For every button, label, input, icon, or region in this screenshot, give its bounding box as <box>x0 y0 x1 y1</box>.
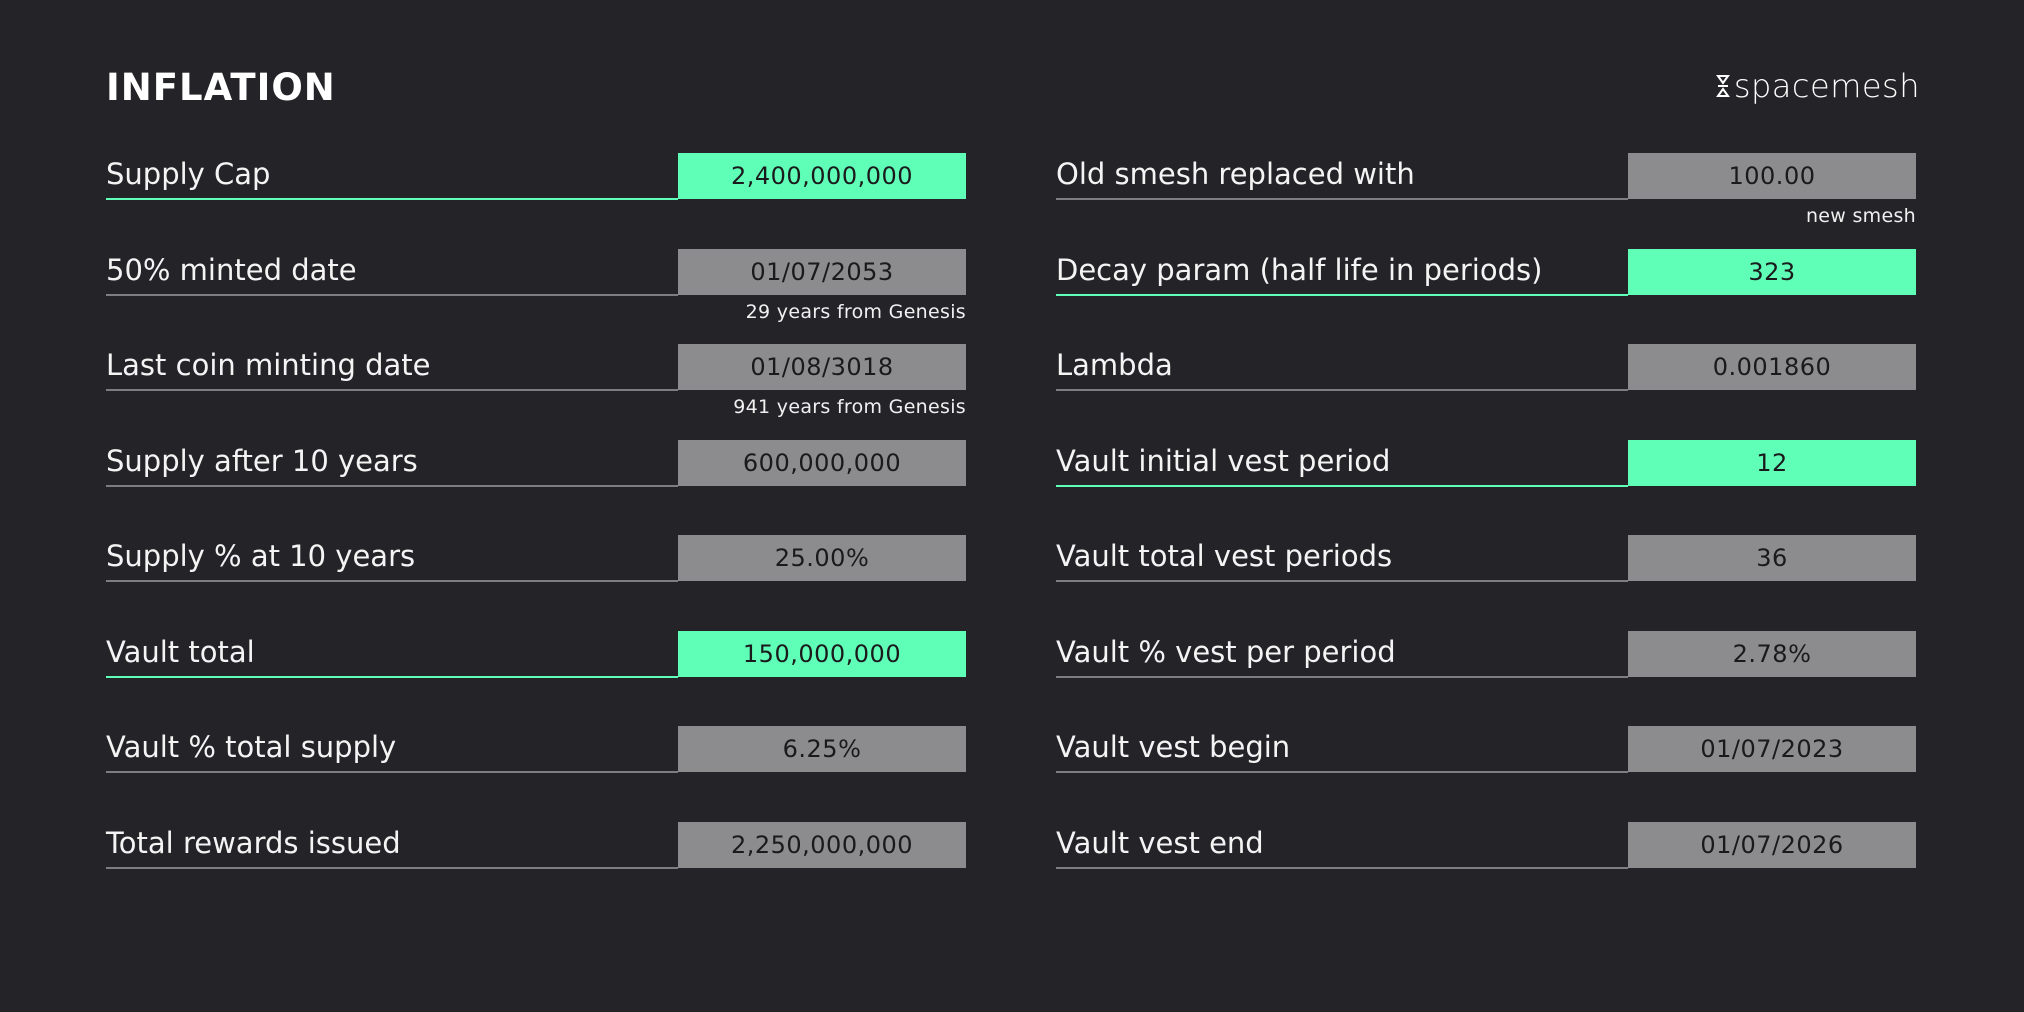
parameter-label: Vault % vest per period <box>1056 634 1396 669</box>
parameter-row: 50% minted date 01/07/2053 29 years from G… <box>106 248 966 345</box>
parameter-value-field[interactable]: 01/07/2053 <box>678 248 966 295</box>
row-divider <box>106 484 678 487</box>
parameter-label: Vault vest end <box>1056 825 1264 860</box>
left-column: Supply Cap 2,400,000,000 50% minted date 01… <box>106 153 966 917</box>
parameter-label: Vault total vest periods <box>1056 539 1393 573</box>
row-divider <box>1056 580 1628 582</box>
parameter-value-field[interactable]: 2,400,000,000 <box>678 153 966 199</box>
parameter-label: Total rewards issued <box>106 825 401 860</box>
parameter-row: Supply Cap 2,400,000,000 <box>106 153 966 249</box>
row-divider <box>1056 771 1628 773</box>
parameter-label: Supply % at 10 years <box>106 539 416 573</box>
parameter-label: Vault vest begin <box>1056 730 1291 764</box>
parameter-note: 29 years from Genesis <box>745 300 966 323</box>
parameter-row: Supply after 10 years 600,000,000 <box>106 439 966 536</box>
parameter-label: Last coin minting date <box>106 348 431 382</box>
parameter-row: Vault total 150,000,000 <box>106 630 966 727</box>
row-divider <box>106 580 678 582</box>
logo-wordmark: spacemesh <box>1733 67 1920 105</box>
parameter-note: new smesh <box>1805 205 1916 227</box>
spacemesh-logo: spacemesh <box>1715 67 1920 105</box>
parameter-value-field[interactable]: 2.78% <box>1628 630 1916 677</box>
row-divider <box>106 675 678 678</box>
parameter-row: Total rewards issued 2,250,000,000 <box>106 821 966 918</box>
parameter-row: Vault vest begin 01/07/2023 <box>1056 726 1916 822</box>
row-divider <box>106 293 678 296</box>
parameter-value-field[interactable]: 2,250,000,000 <box>678 821 966 868</box>
row-divider <box>106 389 678 391</box>
parameter-label: Supply Cap <box>106 157 271 191</box>
parameter-label: Lambda <box>1056 348 1173 382</box>
parameter-row: Vault total vest periods 36 <box>1056 535 1916 631</box>
parameter-value-field[interactable]: 01/07/2023 <box>1628 726 1916 772</box>
parameter-value-field[interactable]: 150,000,000 <box>678 630 966 677</box>
parameter-value-field[interactable]: 6.25% <box>678 726 966 772</box>
parameter-value-field[interactable]: 25.00% <box>678 535 966 581</box>
parameter-row: Vault vest end 01/07/2026 <box>1056 821 1916 918</box>
parameter-value-field[interactable]: 01/07/2026 <box>1628 821 1916 868</box>
row-divider <box>106 198 678 200</box>
parameter-label: Vault initial vest period <box>1056 443 1391 478</box>
parameter-value-field[interactable]: 323 <box>1628 248 1916 295</box>
row-divider <box>1056 675 1628 678</box>
row-divider <box>1056 484 1628 487</box>
parameter-value-field[interactable]: 01/08/3018 <box>678 344 966 390</box>
parameter-row: Old smesh replaced with 100.00 new smesh <box>1056 153 1916 249</box>
parameter-row: Lambda 0.001860 <box>1056 344 1916 440</box>
parameter-label: Supply after 10 years <box>106 443 418 478</box>
parameter-value-field[interactable]: 100.00 <box>1628 153 1916 199</box>
parameter-label: 50% minted date <box>106 252 357 287</box>
row-divider <box>1056 293 1628 296</box>
parameter-row: Vault initial vest period 12 <box>1056 439 1916 536</box>
row-divider <box>106 866 678 869</box>
parameter-value-field[interactable]: 36 <box>1628 535 1916 581</box>
row-divider <box>1056 389 1628 391</box>
parameter-label: Vault % total supply <box>106 730 397 764</box>
spacemesh-hourglass-icon <box>1715 75 1730 97</box>
row-divider <box>1056 866 1628 869</box>
row-divider <box>1056 198 1628 200</box>
parameter-row: Decay param (half life in periods) 323 <box>1056 248 1916 345</box>
parameter-label: Old smesh replaced with <box>1056 157 1415 191</box>
row-divider <box>106 771 678 773</box>
parameter-row: Vault % total supply 6.25% <box>106 726 966 822</box>
parameter-note: 941 years from Genesis <box>733 396 966 418</box>
parameter-value-field[interactable]: 0.001860 <box>1628 344 1916 390</box>
parameter-row: Supply % at 10 years 25.00% <box>106 535 966 631</box>
parameter-label: Decay param (half life in periods) <box>1056 252 1543 287</box>
parameter-value-field[interactable]: 600,000,000 <box>678 439 966 486</box>
parameter-row: Last coin minting date 01/08/3018 941 year… <box>106 344 966 440</box>
parameter-row: Vault % vest per period 2.78% <box>1056 630 1916 727</box>
parameter-value-field[interactable]: 12 <box>1628 439 1916 486</box>
right-column: Old smesh replaced with 100.00 new smesh De… <box>1056 153 1916 917</box>
parameter-label: Vault total <box>106 634 255 669</box>
page-title: INFLATION <box>106 66 336 109</box>
